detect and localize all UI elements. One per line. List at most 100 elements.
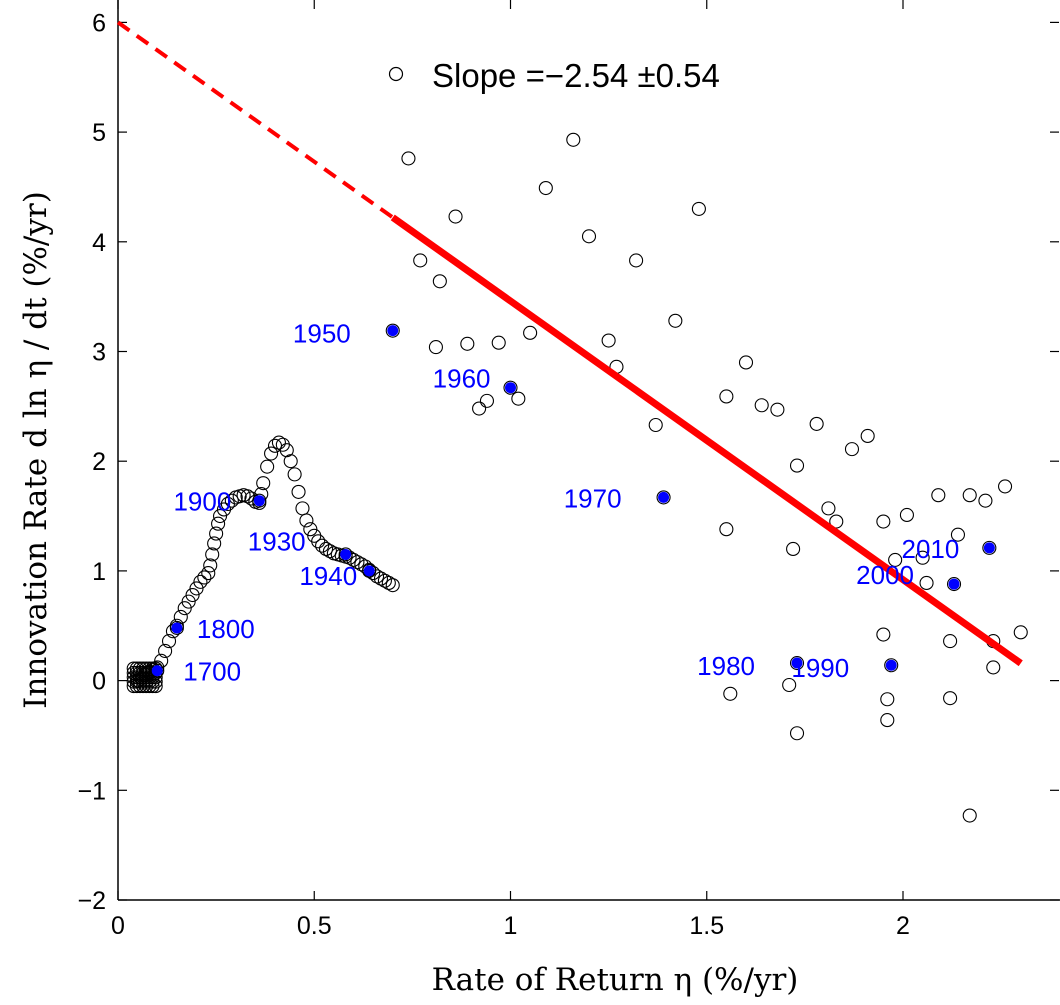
data-point bbox=[256, 476, 271, 491]
data-point bbox=[962, 488, 977, 503]
data-point bbox=[401, 151, 416, 166]
x-tick-label: 1 bbox=[504, 912, 518, 940]
data-point bbox=[860, 428, 875, 444]
data-point bbox=[946, 577, 962, 592]
data-point bbox=[738, 355, 754, 370]
y-tick-label: −2 bbox=[77, 887, 106, 915]
data-point bbox=[428, 340, 443, 355]
x-tick-label: 0.5 bbox=[297, 912, 332, 940]
data-point bbox=[648, 417, 663, 433]
data-point bbox=[158, 643, 173, 659]
highlight-point bbox=[340, 548, 352, 560]
highlight-point bbox=[885, 659, 897, 671]
highlight-point bbox=[363, 565, 375, 577]
data-point bbox=[185, 587, 200, 603]
data-point bbox=[884, 658, 899, 673]
data-point bbox=[950, 527, 966, 542]
data-point bbox=[318, 541, 334, 557]
x-axis-title: Rate of Return η (%/yr) bbox=[432, 962, 799, 998]
data-point bbox=[986, 660, 1001, 675]
data-point bbox=[448, 209, 463, 224]
data-point bbox=[197, 570, 212, 585]
data-point bbox=[754, 398, 769, 413]
data-point bbox=[385, 323, 400, 338]
year-label: 1930 bbox=[248, 526, 306, 556]
data-point bbox=[381, 575, 396, 591]
data-point bbox=[377, 573, 392, 588]
data-point bbox=[279, 443, 294, 458]
data-point bbox=[295, 501, 310, 516]
data-point bbox=[523, 325, 538, 340]
data-point bbox=[338, 547, 353, 562]
data-point bbox=[472, 401, 487, 416]
legend-label: Slope =−2.54 ±0.54 bbox=[432, 57, 720, 94]
highlight-point bbox=[791, 657, 803, 669]
data-point bbox=[224, 493, 239, 508]
data-point bbox=[201, 566, 216, 581]
data-point bbox=[299, 513, 314, 528]
data-point bbox=[962, 808, 977, 823]
data-point bbox=[189, 581, 204, 596]
data-point bbox=[260, 459, 275, 474]
data-point bbox=[460, 336, 475, 351]
data-point bbox=[876, 514, 891, 529]
year-label: 1980 bbox=[697, 651, 755, 681]
data-point bbox=[303, 522, 318, 537]
y-tick-label: 4 bbox=[92, 229, 106, 257]
data-point bbox=[880, 692, 895, 707]
data-point bbox=[511, 391, 526, 406]
data-point bbox=[203, 558, 218, 573]
data-point bbox=[719, 389, 734, 404]
y-tick-label: 0 bbox=[92, 668, 106, 696]
data-point bbox=[207, 536, 222, 551]
data-point bbox=[844, 442, 860, 457]
data-point bbox=[150, 663, 165, 678]
data-point bbox=[161, 634, 177, 649]
data-point bbox=[789, 726, 805, 741]
x-tick-label: 1.5 bbox=[689, 912, 724, 940]
regression-line bbox=[116, 20, 1023, 667]
data-point bbox=[782, 677, 797, 693]
plot-frame bbox=[117, 0, 1060, 901]
data-point bbox=[211, 516, 226, 531]
data-point bbox=[271, 435, 286, 450]
data-point bbox=[919, 575, 934, 591]
data-point bbox=[789, 458, 805, 473]
data-point bbox=[350, 555, 365, 570]
y-tick-label: 1 bbox=[92, 558, 106, 586]
data-point bbox=[287, 467, 302, 482]
data-point bbox=[181, 594, 196, 609]
highlight-point bbox=[151, 665, 163, 677]
data-point bbox=[177, 601, 192, 616]
data-point bbox=[1013, 625, 1028, 640]
year-label: 2010 bbox=[902, 534, 960, 564]
data-point bbox=[997, 479, 1013, 494]
y-axis-title: Innovation Rate d ln η / dt (%/yr) bbox=[18, 191, 54, 709]
data-point bbox=[723, 686, 738, 701]
data-point bbox=[311, 534, 326, 549]
data-point bbox=[691, 201, 706, 216]
data-point bbox=[943, 691, 958, 706]
data-point bbox=[373, 571, 389, 586]
data-point bbox=[252, 493, 267, 508]
year-label: 1700 bbox=[183, 657, 241, 687]
data-point bbox=[346, 552, 361, 567]
data-point bbox=[915, 550, 930, 565]
y-tick-label: 2 bbox=[92, 448, 106, 476]
highlight-point bbox=[983, 542, 995, 554]
data-point bbox=[169, 620, 184, 635]
data-point bbox=[888, 552, 903, 567]
data-point bbox=[656, 490, 671, 505]
data-point bbox=[385, 578, 400, 593]
data-point bbox=[283, 454, 298, 469]
year-label: 1940 bbox=[299, 561, 357, 591]
data-point bbox=[978, 493, 993, 508]
data-point bbox=[719, 522, 734, 537]
data-point bbox=[629, 253, 644, 268]
y-tick-label: 5 bbox=[92, 119, 106, 147]
data-point bbox=[931, 488, 946, 503]
data-point bbox=[362, 563, 377, 578]
highlight-point bbox=[253, 495, 265, 507]
data-point bbox=[432, 274, 447, 289]
